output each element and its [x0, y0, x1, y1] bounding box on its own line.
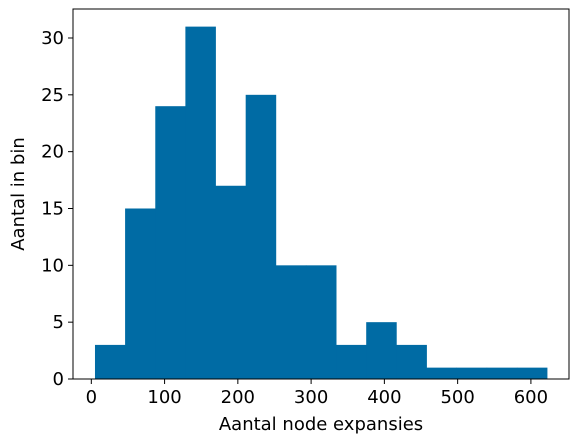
y-tick-label: 25	[41, 85, 64, 106]
y-tick-label: 5	[53, 312, 64, 333]
y-axis-label: Aantal in bin	[8, 137, 29, 251]
histogram-bar-13	[456, 367, 488, 379]
x-tick-label: 200	[221, 387, 255, 408]
histogram-bar-6	[245, 94, 277, 380]
histogram-bar-11	[396, 344, 427, 379]
histogram-bar-1	[94, 344, 126, 379]
histogram-bar-2	[125, 208, 156, 379]
histogram-bar-9	[336, 344, 367, 379]
x-tick-label: 600	[514, 387, 548, 408]
y-tick-label: 15	[41, 198, 64, 219]
y-tick-label: 20	[41, 142, 64, 163]
histogram-bar-10	[366, 322, 397, 379]
y-tick-label: 30	[41, 28, 64, 49]
y-tick-label: 0	[53, 369, 64, 390]
histogram-bars	[94, 26, 548, 380]
histogram-bar-3	[155, 106, 186, 380]
histogram-bar-14	[486, 367, 518, 379]
x-axis-label: Aantal node expansies	[219, 414, 423, 435]
y-axis-ticks: 0 5 10 15 20 25 30	[41, 28, 73, 390]
histogram-bar-7	[275, 265, 307, 379]
y-tick-label: 10	[41, 255, 64, 276]
x-tick-label: 500	[440, 387, 474, 408]
x-axis-ticks: 0 100 200 300 400 500 600	[86, 379, 548, 408]
x-tick-label: 0	[86, 387, 97, 408]
histogram-bar-15	[516, 367, 548, 379]
axes-frame	[72, 8, 570, 380]
x-tick-label: 400	[367, 387, 401, 408]
x-tick-label: 100	[147, 387, 181, 408]
histogram-bar-12	[426, 367, 458, 379]
histogram-bar-4	[185, 26, 216, 379]
histogram-bar-5	[215, 185, 247, 379]
histogram-bar-8	[305, 265, 337, 379]
x-tick-label: 300	[294, 387, 328, 408]
